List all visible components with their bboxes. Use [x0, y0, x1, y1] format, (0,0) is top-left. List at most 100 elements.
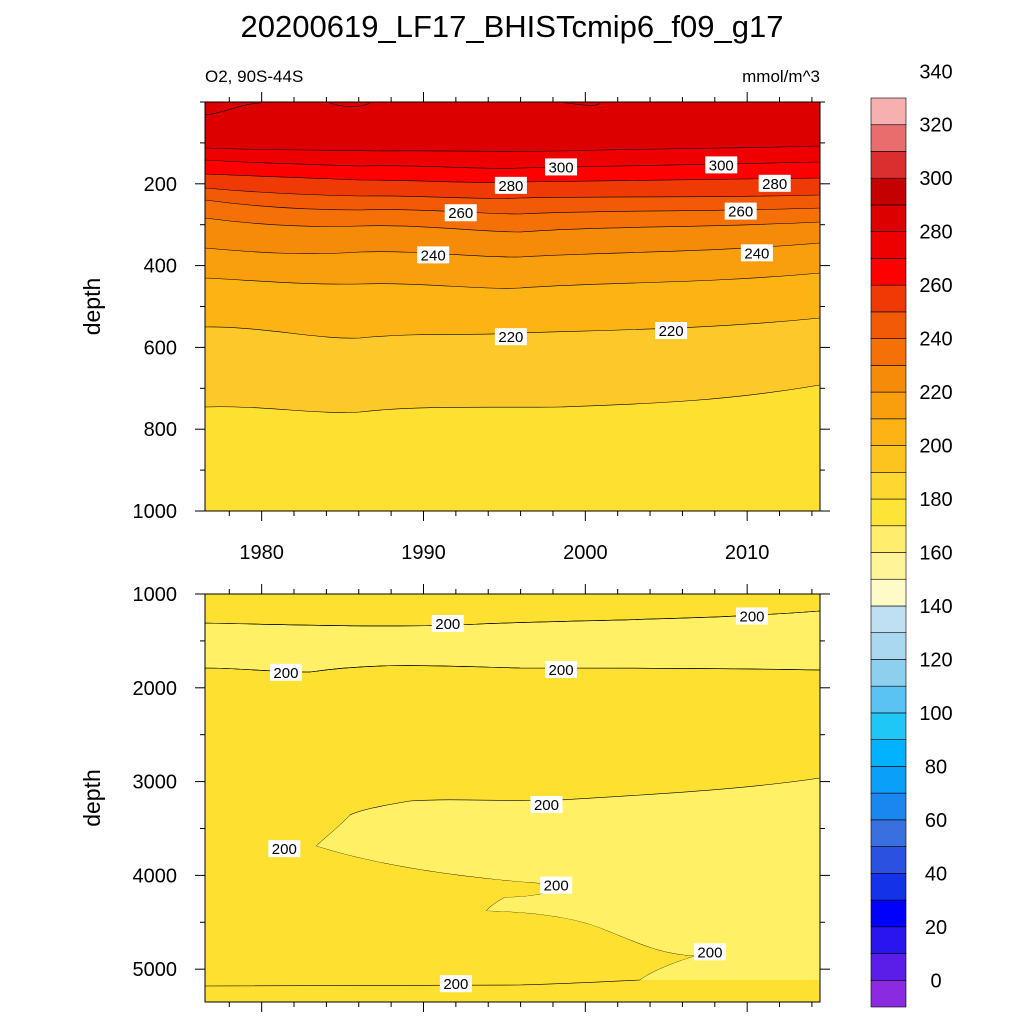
x-tick-label: 1990	[401, 542, 446, 564]
y-tick-label: 2000	[133, 678, 178, 700]
y-axis-label: depth	[79, 278, 105, 336]
y-tick-label: 600	[144, 337, 177, 359]
colorbar-tick-label: 180	[919, 489, 952, 511]
colorbar-box	[870, 338, 907, 366]
colorbar-box	[870, 204, 907, 232]
colorbar-tick-label: 320	[919, 115, 952, 137]
chart-title: 20200619_LF17_BHISTcmip6_f09_g17	[241, 9, 784, 44]
contour-label: 240	[417, 246, 450, 264]
colorbar-box	[870, 498, 907, 527]
colorbar-tick-label: 40	[925, 863, 947, 885]
contour-label-text: 220	[498, 329, 523, 346]
colorbar-box	[870, 846, 907, 874]
colorbar-tick-label: 100	[919, 703, 952, 725]
colorbar-tick-label: 220	[919, 382, 952, 404]
colorbar-box	[870, 311, 907, 339]
contour-label-text: 280	[498, 178, 523, 195]
contour-label-text: 200	[272, 841, 297, 858]
colorbar-box	[870, 231, 907, 259]
x-tick-label: 1980	[239, 542, 284, 564]
contour-label: 200	[431, 615, 464, 633]
colorbar-box	[870, 819, 907, 847]
y-tick-label: 4000	[133, 865, 178, 887]
colorbar-tick-label: 160	[919, 543, 952, 565]
colorbar-box	[870, 177, 907, 206]
contour-label-text: 200	[443, 976, 468, 993]
lower-contour-fill	[205, 594, 820, 1002]
contour-label: 220	[494, 328, 527, 346]
colorbar: 0 20 40 60 80 100 120 140 160 180 200 220 240 260 280 3…	[870, 61, 953, 1008]
contour-label: 200	[693, 943, 726, 961]
contour-label: 200	[540, 876, 573, 895]
contour-label: 200	[269, 663, 302, 682]
contour-label: 200	[268, 840, 301, 858]
y-tick-label: 400	[144, 256, 177, 278]
y-tick-label: 200	[144, 174, 177, 196]
contour-label: 300	[705, 156, 738, 174]
colorbar-box	[870, 284, 907, 313]
colorbar-box	[870, 578, 907, 607]
colorbar-box	[870, 97, 907, 126]
contour-label: 200	[530, 796, 563, 814]
y-tick-label: 5000	[133, 959, 178, 981]
colorbar-box	[870, 124, 907, 152]
colorbar-box	[870, 792, 907, 821]
contour-label: 200	[439, 975, 472, 993]
colorbar-box	[870, 552, 907, 580]
contour-label-text: 260	[448, 205, 473, 222]
colorbar-box	[870, 979, 907, 1008]
colorbar-box	[870, 659, 907, 687]
colorbar-box	[870, 525, 907, 553]
colorbar-tick-label: 200	[919, 436, 952, 458]
contour-label: 240	[740, 244, 773, 262]
colorbar-box	[870, 712, 907, 740]
contour-label-text: 280	[762, 176, 787, 193]
colorbar-box	[870, 471, 907, 500]
contour-label: 260	[724, 202, 757, 221]
colorbar-tick-label: 80	[925, 756, 947, 778]
units-label: mmol/m^3	[742, 67, 820, 86]
colorbar-box	[870, 445, 907, 473]
colorbar-box	[870, 739, 907, 767]
colorbar-tick-label: 340	[919, 61, 952, 83]
y-tick-label: 3000	[133, 772, 178, 794]
lower-panel: 200 200 200 200 200 200 200 200 200 1000 2000 3000…	[79, 584, 830, 1012]
upper-panel: 300 300 280 280 260 260 240 240 220 220 200 400 600…	[79, 92, 830, 564]
colorbar-box	[870, 151, 907, 179]
colorbar-box	[870, 258, 907, 286]
upper-axes: 200 400 600 800 1000 depth 1980 1990 2000 2010	[79, 92, 830, 564]
colorbar-tick-label: 20	[925, 917, 947, 939]
colorbar-box	[870, 766, 907, 794]
contour-label-text: 240	[744, 245, 769, 262]
contour-label: 260	[444, 204, 477, 222]
contour-label: 200	[545, 660, 578, 679]
contour-label-text: 200	[273, 665, 298, 682]
colorbar-tick-label: 60	[925, 810, 947, 832]
colorbar-box	[870, 899, 907, 928]
contour-label-text: 300	[549, 159, 574, 176]
y-tick-label: 1000	[133, 584, 178, 606]
variable-label: O2, 90S-44S	[205, 67, 303, 86]
colorbar-tick-label: 260	[919, 275, 952, 297]
contour-label-text: 200	[534, 797, 559, 814]
colorbar-tick-label: 140	[919, 596, 952, 618]
lower-contour-labels: 200 200 200 200 200 200 200 200 200	[268, 607, 769, 993]
upper-contour-labels: 300 300 280 280 260 260 240 240 220 220	[417, 156, 791, 346]
contour-label-text: 200	[435, 616, 460, 633]
contour-label-text: 200	[544, 878, 569, 895]
contour-label: 280	[758, 174, 791, 193]
colorbar-box	[870, 605, 907, 634]
colorbar-tick-label: 120	[919, 649, 952, 671]
contour-label: 220	[655, 322, 688, 340]
contour-label-text: 300	[709, 157, 734, 174]
x-tick-label: 2010	[725, 542, 770, 564]
colorbar-tick-label: 240	[919, 329, 952, 351]
y-tick-label: 800	[144, 419, 177, 441]
colorbar-box	[870, 953, 907, 981]
contour-label-text: 260	[728, 204, 753, 221]
contour-label: 300	[545, 158, 578, 176]
colorbar-box	[870, 685, 907, 714]
colorbar-box	[870, 632, 907, 660]
contour-label-text: 200	[740, 609, 765, 626]
contour-label-text: 200	[697, 944, 722, 961]
